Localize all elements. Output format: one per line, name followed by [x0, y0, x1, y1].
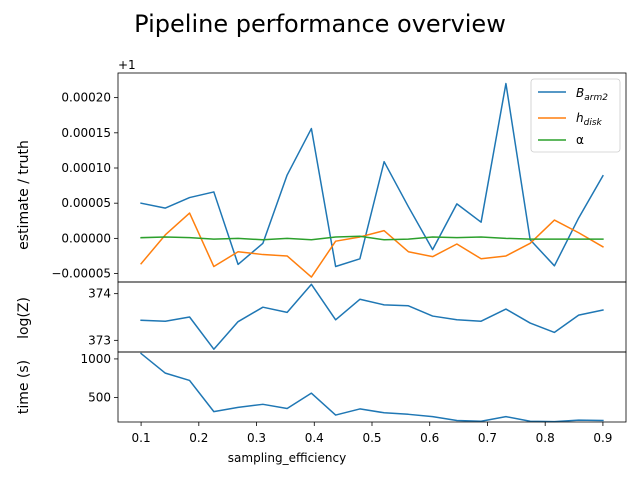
- lines-logz: [140, 283, 604, 350]
- ylabel-time: time (s): [16, 360, 32, 414]
- ylabel-logz: log(Z): [16, 297, 32, 339]
- ytick-label: 0.00010: [61, 161, 111, 175]
- ytick-label: 0.00020: [61, 91, 111, 105]
- figure-title: Pipeline performance overview: [134, 10, 506, 38]
- ytick-label: 0.00005: [61, 196, 111, 210]
- xtick-label: 0.1: [132, 431, 151, 445]
- series-line-h-disk: [140, 212, 604, 278]
- xtick-label: 0.6: [420, 431, 439, 445]
- xtick-label: 0.2: [189, 431, 208, 445]
- ytick-label: 1000: [80, 352, 111, 366]
- xtick-label: 0.7: [478, 431, 497, 445]
- ytick-label: 0.00015: [61, 126, 111, 140]
- legend-label-b-arm2: Barm2: [576, 86, 608, 103]
- series-line-log-z-: [140, 283, 604, 350]
- ytick-label: 373: [88, 333, 111, 347]
- ytick-label: 0.00000: [61, 231, 111, 245]
- lines-ratio: [140, 82, 604, 278]
- series-line--: [140, 235, 604, 241]
- legend-label-h-disk: hdisk: [576, 111, 603, 128]
- ylabel-ratio: estimate / truth: [16, 140, 32, 250]
- legend-box: [530, 78, 621, 153]
- legend: Barm2 hdisk α: [530, 78, 621, 153]
- legend-label-alpha: α: [576, 133, 584, 147]
- series-line-b-arm2: [140, 82, 604, 268]
- ytick-label: 374: [88, 287, 111, 301]
- x-axis-title: sampling_efficiency: [228, 451, 346, 465]
- xtick-label: 0.8: [536, 431, 555, 445]
- panel-ratio: estimate / truth +1 −0.00005 0.00000 0.000…: [16, 58, 627, 283]
- xtick-label: 0.9: [593, 431, 612, 445]
- ticks-time: 500 1000: [80, 352, 118, 404]
- ytick-label: −0.00005: [51, 267, 111, 281]
- lines-time: [140, 352, 604, 423]
- xtick-label: 0.3: [247, 431, 266, 445]
- y-offset-text: +1: [118, 58, 136, 72]
- xtick-label: 0.5: [362, 431, 381, 445]
- ticks-ratio: −0.00005 0.00000 0.00005 0.00010 0.00015 0.00…: [51, 91, 118, 281]
- ticks-logz: 373 374: [88, 287, 118, 347]
- series-line-time: [140, 352, 604, 423]
- xticks: 0.1 0.2 0.3 0.4 0.5 0.6 0.7 0.8 0.9: [132, 422, 612, 445]
- xtick-label: 0.4: [305, 431, 324, 445]
- ytick-label: 500: [88, 390, 111, 404]
